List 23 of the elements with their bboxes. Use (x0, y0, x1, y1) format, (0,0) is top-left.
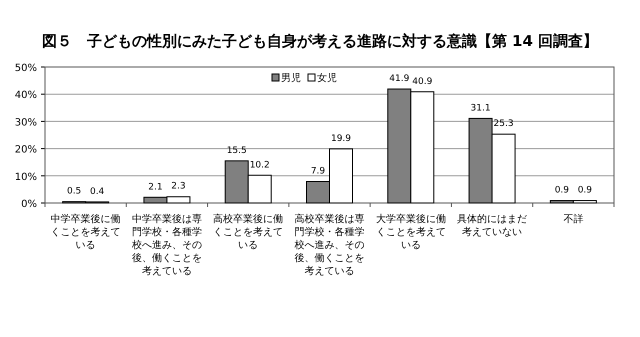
data-label: 0.9 (578, 186, 592, 196)
y-tick-label: 40% (14, 90, 37, 102)
y-tick-label: 50% (14, 63, 37, 74)
data-label: 10.2 (250, 160, 270, 170)
legend-label: 女児 (317, 72, 337, 84)
data-label: 0.9 (554, 186, 570, 196)
data-label: 0.4 (90, 186, 105, 197)
data-label: 19.9 (330, 134, 352, 144)
data-label: 7.9 (310, 166, 326, 177)
data-label: 31.1 (470, 103, 491, 114)
data-label: 41.9 (389, 74, 410, 84)
y-tick-label: 0% (21, 199, 37, 210)
data-label: 40.9 (412, 76, 433, 87)
data-label: 15.5 (226, 146, 247, 156)
y-tick-label: 10% (14, 172, 37, 183)
title: 図５ 子どもの性別にみた子ども自身が考える進路に対する意識【第 14 回調査】 (42, 32, 598, 50)
y-tick-label: 30% (14, 117, 37, 128)
data-label: 0.5 (66, 186, 82, 197)
data-label: 25.3 (494, 119, 514, 130)
legend-label: 男児 (281, 73, 301, 84)
y-tick-label: 20% (14, 144, 37, 156)
data-label: 2.3 (171, 182, 186, 192)
data-label: 2.1 (148, 182, 163, 192)
